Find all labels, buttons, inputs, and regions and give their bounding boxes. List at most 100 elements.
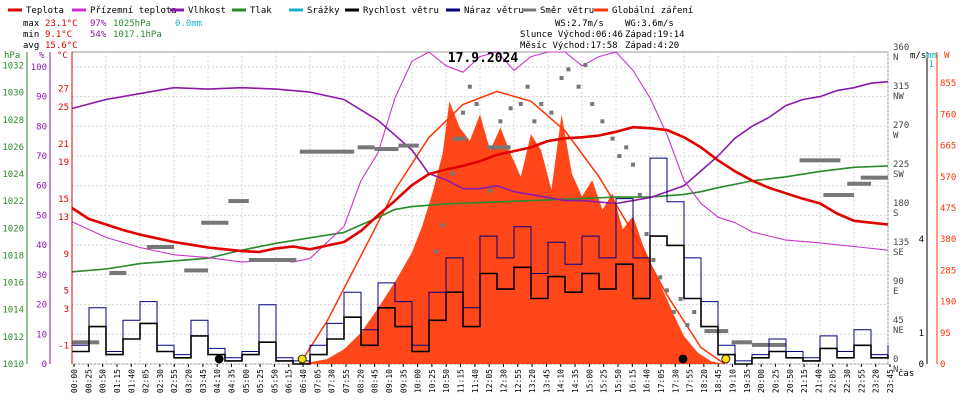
stats-min-press: 1017.1hPa [113, 30, 162, 40]
x-tick-label: 05:00 [242, 369, 251, 393]
x-tick-label: 07:05 [313, 369, 322, 393]
humidity-tick-label: 10 [36, 330, 47, 340]
x-tick-label: 15:25 [600, 369, 609, 393]
wind-direction-segment [357, 145, 375, 150]
x-tick-label: 13:20 [528, 369, 537, 393]
wind-direction-point [671, 310, 676, 314]
stats-min-temp: 9.1°C [45, 30, 72, 40]
temperature-tick-label: 13 [58, 213, 69, 223]
pressure-tick-label: 1028 [2, 116, 24, 126]
radiation-tick-label: 380 [940, 235, 956, 245]
pressure-tick-label: 1010 [2, 360, 24, 370]
wind-direction-point [658, 275, 663, 280]
marker-layer [214, 354, 731, 364]
temperature-tick-label: -1 [58, 342, 69, 352]
direction-letter-label: SE [893, 248, 904, 258]
humidity-tick-label: 100 [31, 63, 47, 73]
humidity-tick-label: 40 [36, 241, 47, 251]
temperature-tick-label: 25 [58, 103, 69, 113]
wind-direction-point [440, 223, 445, 228]
x-tick-label: 22:30 [843, 369, 852, 393]
wind-direction-segment [228, 199, 249, 204]
sunrise-marker [297, 354, 307, 364]
wind-direction-point [600, 119, 605, 124]
x-tick-label: 00:50 [99, 369, 108, 393]
wind-direction-point [559, 76, 564, 80]
stats-avg-label: avg [23, 41, 39, 51]
x-tick-label: 06:15 [285, 369, 294, 393]
unit-mm: mm [926, 51, 937, 61]
axes-layer: 1010101210141016101810201022102410261028… [2, 43, 956, 393]
x-tick-label: 00:25 [84, 369, 93, 393]
legend-label: Globální záření [612, 6, 693, 16]
pressure-tick-label: 1022 [2, 197, 24, 207]
direction-tick-label: 360 [893, 43, 909, 53]
x-tick-label: 17:30 [671, 369, 680, 393]
x-tick-label: 01:15 [113, 369, 122, 393]
x-tick-label: 20:25 [771, 369, 780, 393]
wind-direction-segment [486, 145, 511, 150]
wind-direction-segment [184, 268, 208, 273]
humidity-line [71, 80, 889, 205]
radiation-measured-area [299, 101, 725, 365]
radiation-tick-label: 665 [940, 142, 956, 152]
x-tick-label: 07:30 [328, 369, 337, 393]
wind-direction-point [467, 84, 472, 89]
wind-direction-point [549, 110, 554, 115]
x-tick-label: 14:35 [571, 369, 580, 393]
legend-label: Rychlost větru [363, 6, 439, 16]
x-tick-label: 03:45 [199, 369, 208, 393]
moon-rise: Měsíc Východ:17:58 [520, 41, 618, 51]
x-tick-label: 05:50 [270, 369, 279, 393]
wind-wg: WG:3.6m/s [625, 19, 674, 29]
pressure-tick-label: 1018 [2, 251, 24, 261]
temperature-tick-label: 19 [58, 158, 69, 168]
radiation-tick-label: 760 [940, 110, 956, 120]
wind-direction-point [525, 84, 530, 89]
direction-letter-label: N [893, 365, 898, 375]
wind-direction-point [631, 162, 635, 167]
unit-degc: °C [57, 51, 68, 61]
wind-direction-point [461, 110, 465, 115]
humidity-tick-label: 30 [36, 271, 47, 281]
x-tick-label: 06:40 [299, 369, 308, 393]
x-tick-label: 18:20 [700, 369, 709, 393]
direction-tick-label: 180 [893, 199, 909, 209]
wind-direction-point [539, 102, 544, 106]
wind-direction-point [488, 188, 493, 193]
wind-direction-point [665, 288, 669, 293]
stats-block: max 23.1°C 97% 1025hPa 0.0mm min 9.1°C 5… [23, 19, 202, 51]
temperature-tick-label: 15 [58, 195, 69, 205]
x-tick-label: 15:50 [614, 369, 623, 393]
pressure-tick-label: 1032 [2, 62, 24, 72]
radiation-tick-label: 190 [940, 298, 956, 308]
stats-avg-temp: 15.6°C [45, 41, 78, 51]
wind-direction-point [692, 310, 697, 314]
unit-wm2: W [944, 51, 950, 61]
wind-direction-point [433, 249, 438, 254]
radiation-tick-label: 285 [940, 266, 956, 276]
pressure-tick-label: 1020 [2, 224, 24, 234]
x-tick-label: 01:40 [127, 369, 136, 393]
x-tick-label: 23:45 [886, 369, 895, 393]
sunset-marker [721, 354, 731, 364]
x-tick-label: 19:35 [743, 369, 752, 393]
x-tick-label: 02:05 [142, 369, 151, 393]
temperature-line [71, 125, 889, 254]
x-tick-label: 20:50 [786, 369, 795, 393]
x-tick-label: 12:30 [499, 369, 508, 393]
wind-direction-point [644, 232, 649, 236]
direction-tick-label: 270 [893, 121, 909, 131]
wind-layer [72, 157, 889, 365]
wind-direction-point [590, 102, 595, 106]
x-tick-label: 05:25 [256, 369, 265, 393]
wind-direction-layer [72, 63, 888, 347]
humidity-tick-label: 20 [36, 301, 47, 311]
x-tick-label: 22:55 [857, 369, 866, 393]
wind-direction-segment [248, 258, 297, 262]
wind-direction-point [450, 171, 455, 176]
legend-label: Srážky [307, 6, 340, 16]
direction-tick-label: 0 [893, 355, 898, 365]
direction-tick-label: 315 [893, 82, 909, 92]
